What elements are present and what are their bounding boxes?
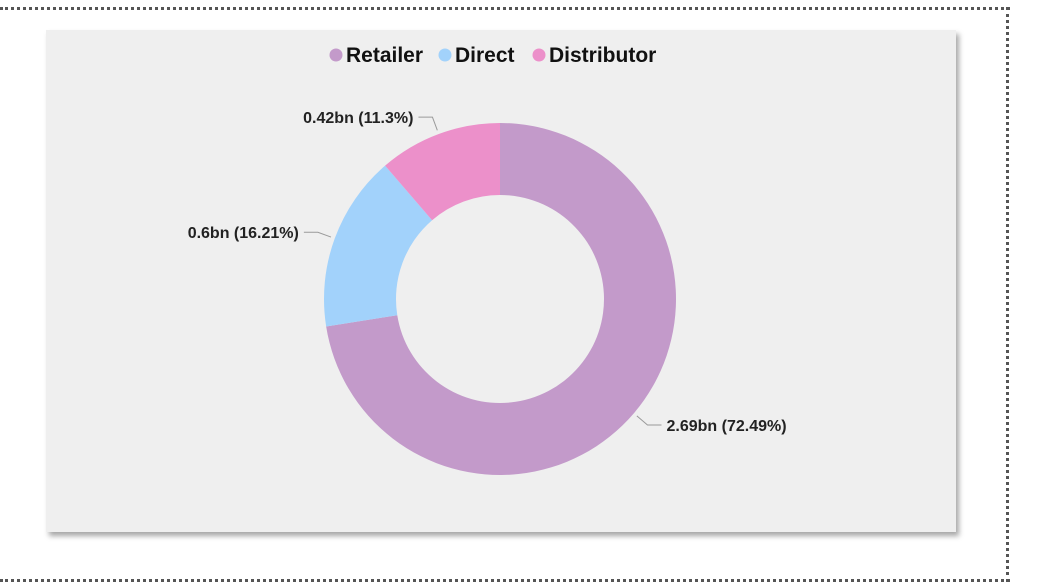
legend-marker-retailer (329, 48, 343, 62)
donut-slices (324, 123, 677, 475)
frame-border-bottom (0, 579, 1010, 582)
legend-item-distributor[interactable]: Distributor (532, 44, 657, 67)
leader-line-distributor (418, 116, 438, 131)
data-labels: 2.69bn (72.49%) 0.6bn (16.21%) 0.42bn (11.… (188, 110, 787, 435)
slice-distributor[interactable] (385, 123, 500, 221)
legend-marker-distributor (532, 48, 546, 62)
legend-label-distributor: Distributor (549, 44, 656, 67)
leader-line-direct (303, 231, 332, 238)
legend-label-direct: Direct (455, 44, 515, 67)
leader-line-retailer (636, 415, 662, 426)
slice-retailer[interactable] (326, 123, 677, 475)
slice-direct[interactable] (324, 165, 433, 327)
frame-border-right (1006, 7, 1009, 582)
legend-marker-direct (438, 48, 452, 62)
legend-label-retailer: Retailer (346, 44, 423, 67)
frame-border-top (0, 7, 1010, 10)
chart-legend: Retailer Direct Distributor (329, 44, 657, 67)
data-label-direct: 0.6bn (16.21%) (188, 225, 299, 242)
data-label-retailer: 2.69bn (72.49%) (666, 418, 786, 435)
legend-item-retailer[interactable]: Retailer (329, 44, 424, 67)
data-label-distributor: 0.42bn (11.3%) (303, 110, 413, 127)
legend-item-direct[interactable]: Direct (438, 44, 515, 67)
